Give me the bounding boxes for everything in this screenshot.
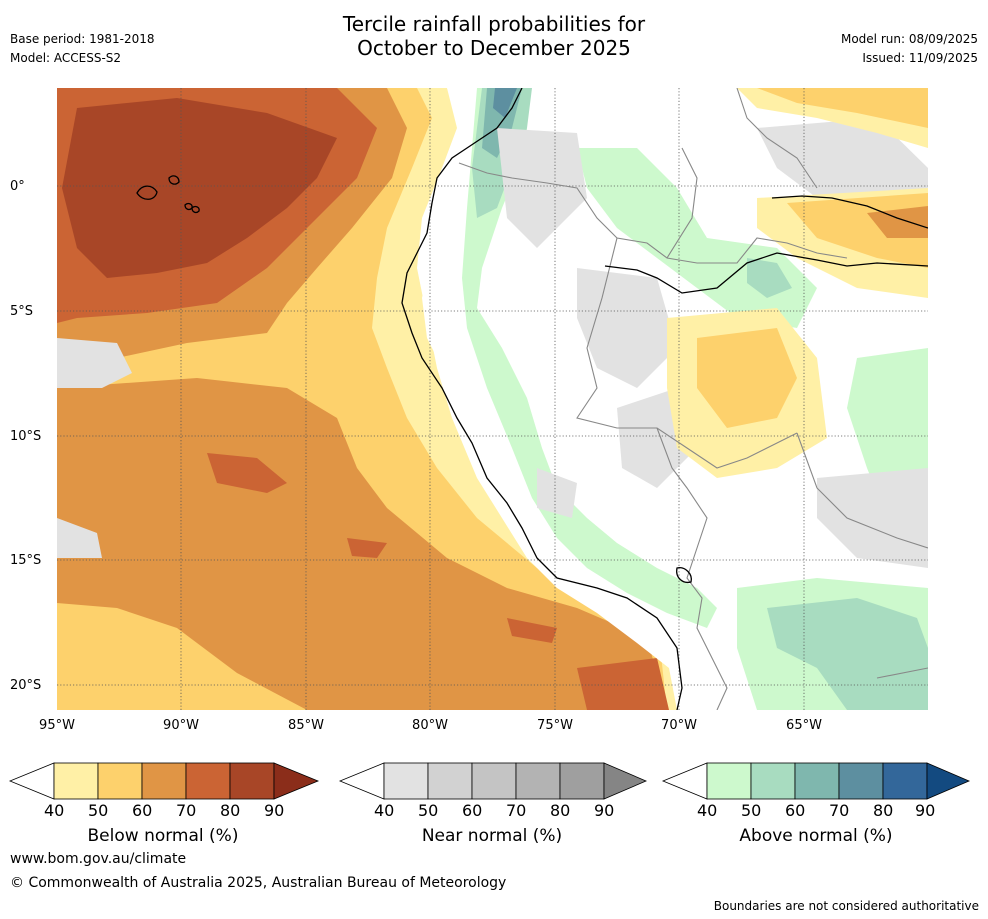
above-50-land-amazon <box>747 258 792 298</box>
lat-label-15s: 15°S <box>10 553 42 568</box>
above-60-land-andes <box>482 88 522 158</box>
legend-below-tick-60: 60 <box>132 801 153 820</box>
model-run: Model run: 08/09/2025 <box>840 32 978 46</box>
lon-label-65w: 65°W <box>786 718 822 733</box>
legend-above-normal-bar <box>661 762 971 800</box>
legend-above-title: Above normal (%) <box>739 826 893 846</box>
legend-below-tick-80: 80 <box>220 801 241 820</box>
near-normal-land-north <box>497 118 928 568</box>
legend-below-title: Below normal (%) <box>87 826 239 846</box>
legend-below-normal-bar <box>8 762 320 800</box>
base-period: Base period: 1981-2018 <box>10 32 155 46</box>
meta-left: Base period: 1981-2018 Model: ACCESS-S2 <box>10 30 155 68</box>
legend-near-title: Near normal (%) <box>421 826 563 846</box>
legend-below-tick-90: 90 <box>264 801 285 820</box>
near-normal-patch-ocean-sw <box>57 518 102 558</box>
legend-near-tick-40: 40 <box>374 801 395 820</box>
lon-label-80w: 80°W <box>412 718 448 733</box>
legend-above-tick-60: 60 <box>785 801 806 820</box>
legend-near-tick-50: 50 <box>418 801 439 820</box>
legend-near-tick-80: 80 <box>550 801 571 820</box>
lon-label-85w: 85°W <box>288 718 324 733</box>
below-80-region-ocean <box>62 98 337 278</box>
lat-label-5s: 5°S <box>10 304 34 319</box>
above-50-land-south <box>767 598 928 710</box>
map-gridlines <box>57 88 928 710</box>
lon-label-75w: 75°W <box>537 718 573 733</box>
map-title: Tercile rainfall probabilities for Octob… <box>0 12 988 60</box>
lat-label-10s: 10°S <box>10 429 42 444</box>
legend-bars <box>8 762 971 800</box>
legend-above-tick-40: 40 <box>697 801 718 820</box>
below-50-land-north <box>697 88 928 428</box>
meta-right: Model run: 08/09/2025 Issued: 11/09/2025 <box>841 30 978 68</box>
copyright-notice: © Commonwealth of Australia 2025, Austra… <box>10 875 507 891</box>
issued-date: Issued: 11/09/2025 <box>862 51 978 65</box>
lat-label-20s: 20°S <box>10 678 42 693</box>
lon-label-90w: 90°W <box>163 718 199 733</box>
legend-near-tick-60: 60 <box>462 801 483 820</box>
lon-label-70w: 70°W <box>661 718 697 733</box>
legend-above-tick-70: 70 <box>829 801 850 820</box>
near-normal-patch-ocean-west <box>57 338 132 388</box>
legend-near-normal-bar <box>338 762 648 800</box>
above-70-land-andes <box>493 88 517 118</box>
country-borders <box>458 88 928 710</box>
boundary-disclaimer: Boundaries are not considered authoritat… <box>713 899 979 913</box>
rainfall-probability-map <box>57 88 928 710</box>
below-60-land-north <box>867 206 928 238</box>
legend-below-tick-70: 70 <box>176 801 197 820</box>
coastlines <box>136 88 928 710</box>
legend-below-tick-40: 40 <box>44 801 65 820</box>
model-name: Model: ACCESS-S2 <box>10 51 122 65</box>
legend-above-tick-50: 50 <box>741 801 762 820</box>
legend-below-tick-50: 50 <box>88 801 109 820</box>
title-line-1: Tercile rainfall probabilities for <box>342 12 646 36</box>
legend-near-tick-90: 90 <box>594 801 615 820</box>
title-line-2: October to December 2025 <box>357 36 631 60</box>
lon-label-95w: 95°W <box>39 718 75 733</box>
lat-label-0: 0° <box>10 179 25 194</box>
legend-near-tick-70: 70 <box>506 801 527 820</box>
website-link[interactable]: www.bom.gov.au/climate <box>10 851 187 867</box>
legend-above-tick-80: 80 <box>873 801 894 820</box>
legend-above-tick-90: 90 <box>915 801 936 820</box>
